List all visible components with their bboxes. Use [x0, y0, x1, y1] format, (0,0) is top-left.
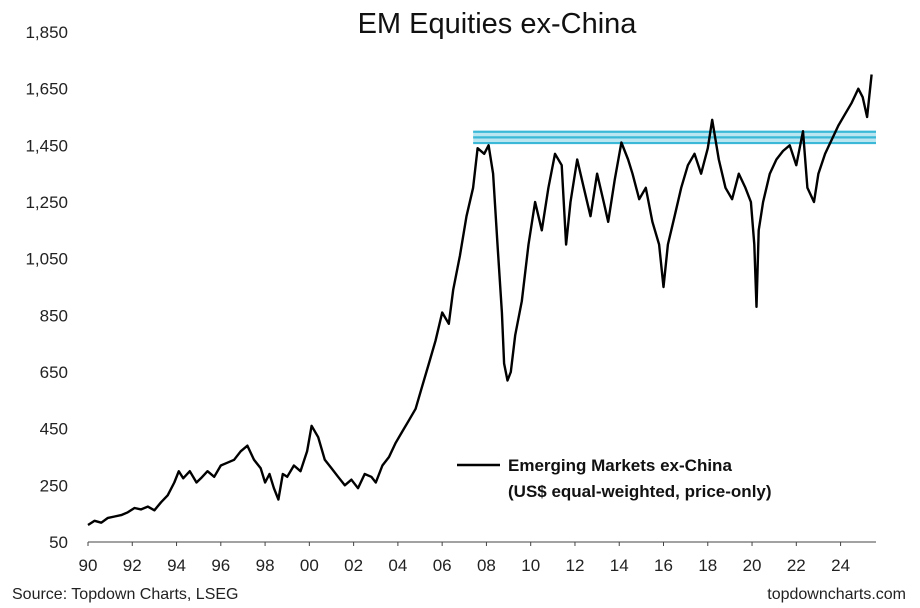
y-tick-label: 850 — [40, 306, 68, 325]
y-tick-label: 1,650 — [25, 80, 68, 99]
x-tick-label: 08 — [477, 556, 496, 575]
x-tick-label: 22 — [787, 556, 806, 575]
x-tick-label: 94 — [167, 556, 186, 575]
legend: Emerging Markets ex-China (US$ equal-wei… — [457, 456, 772, 501]
chart-title: EM Equities ex-China — [358, 8, 638, 40]
y-tick-label: 450 — [40, 420, 68, 439]
y-tick-label: 650 — [40, 363, 68, 382]
legend-label-line1: Emerging Markets ex-China — [508, 456, 732, 475]
series-line-em-ex-china — [87, 74, 873, 527]
x-axis: 90 92 94 96 98 00 02 04 06 08 10 12 14 16 18 20 22 24 — [79, 541, 876, 575]
x-tick-label: 96 — [211, 556, 230, 575]
y-tick-label: 250 — [40, 476, 68, 495]
x-tick-label: 20 — [743, 556, 762, 575]
legend-label-line2: (US$ equal-weighted, price-only) — [508, 482, 772, 501]
x-tick-label: 98 — [256, 556, 275, 575]
x-tick-label: 00 — [300, 556, 319, 575]
x-tick-label: 12 — [566, 556, 585, 575]
y-tick-label: 1,250 — [25, 193, 68, 212]
resistance-band — [473, 130, 876, 145]
y-axis: 50 250 450 650 850 1,050 1,250 1,450 1,650 1,850 — [25, 23, 68, 552]
x-tick-label: 14 — [610, 556, 629, 575]
x-tick-label: 06 — [433, 556, 452, 575]
y-tick-label: 1,850 — [25, 23, 68, 42]
source-note: Source: Topdown Charts, LSEG — [12, 586, 239, 603]
x-tick-label: 18 — [698, 556, 717, 575]
x-tick-label: 04 — [388, 556, 407, 575]
x-tick-label: 92 — [123, 556, 142, 575]
y-tick-label: 1,050 — [25, 250, 68, 269]
x-tick-label: 90 — [79, 556, 98, 575]
x-tick-label: 24 — [831, 556, 850, 575]
x-tick-label: 10 — [521, 556, 540, 575]
brand-link[interactable]: topdowncharts.com — [767, 586, 906, 603]
x-tick-label: 16 — [654, 556, 673, 575]
x-tick-label: 02 — [344, 556, 363, 575]
plot-area — [87, 74, 873, 527]
y-tick-label: 1,450 — [25, 136, 68, 155]
y-tick-label: 50 — [49, 533, 68, 552]
